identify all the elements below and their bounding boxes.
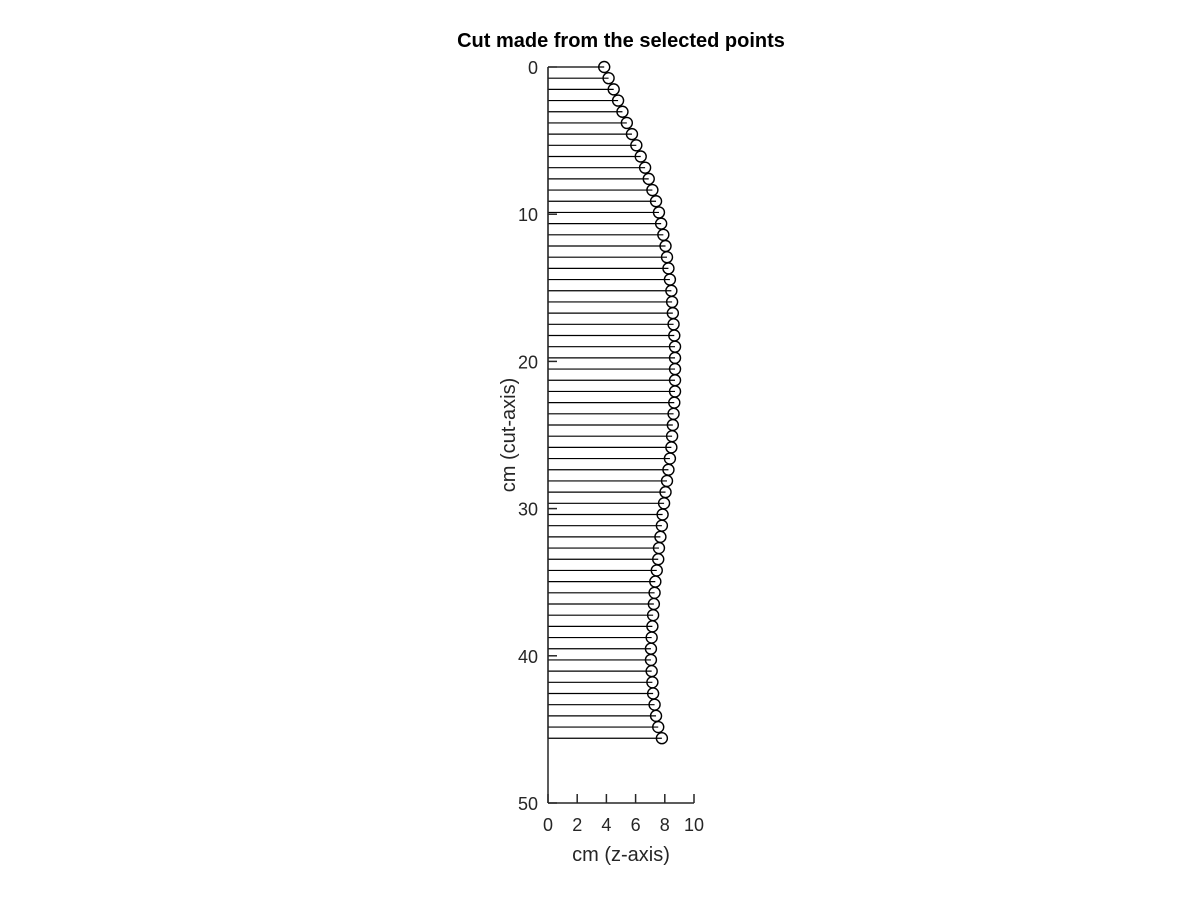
stem-marker: [611, 94, 625, 107]
stem-marker: [625, 127, 639, 141]
stem-marker: [646, 183, 659, 197]
stem-marker: [652, 720, 665, 734]
y-axis-label: cm (cut-axis): [498, 378, 520, 492]
y-tick-label: 50: [518, 794, 538, 814]
stem-marker: [642, 172, 655, 186]
tick-marks: [547, 66, 695, 804]
x-tick-label: 8: [660, 815, 670, 835]
x-tick-label: 10: [684, 815, 704, 835]
stem-marker: [607, 83, 620, 96]
y-tick-label: 10: [518, 205, 538, 225]
stem-marker: [638, 161, 652, 174]
axes: [547, 67, 694, 804]
stem-markers: [598, 60, 682, 745]
x-tick-label: 4: [601, 815, 611, 835]
stem-marker: [620, 116, 634, 130]
stem-marker: [630, 139, 643, 152]
stem-marker: [655, 732, 669, 745]
stem-marker: [634, 150, 647, 163]
x-tick-label: 2: [572, 815, 582, 835]
x-tick-label: 6: [631, 815, 641, 835]
x-axis-label: cm (z-axis): [572, 844, 670, 866]
y-tick-label: 0: [528, 58, 538, 78]
x-tick-label: 0: [543, 815, 553, 835]
stem-marker: [598, 60, 611, 74]
chart-title: Cut made from the selected points: [457, 30, 785, 52]
y-tick-label: 40: [518, 647, 538, 667]
stem-marker: [602, 71, 615, 85]
stem-marker: [649, 195, 663, 208]
stem-lines: [547, 66, 676, 739]
y-tick-label: 30: [518, 500, 538, 520]
y-tick-label: 20: [518, 352, 538, 372]
stem-marker: [616, 105, 629, 118]
